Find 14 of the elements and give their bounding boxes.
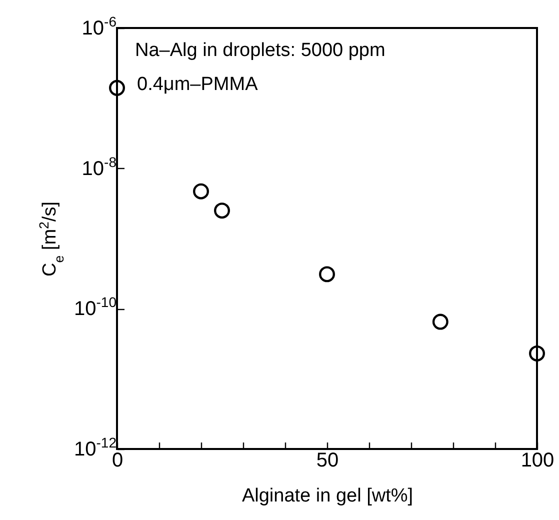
point — [432, 314, 448, 330]
point — [319, 266, 335, 282]
x-tick-label: 50 — [316, 450, 339, 472]
annotation: Na–Alg in droplets: 5000 ppm — [135, 40, 386, 61]
point — [529, 345, 545, 362]
x-axis-title: Alginate in gel [wt%] — [242, 486, 414, 506]
y-tick-label: 10$^{-6}$ — [82, 14, 117, 40]
x-tick-label: 100 — [520, 450, 554, 472]
annotation: 0.4μm–PMMA — [137, 74, 258, 95]
y-tick-label: 10$^{-10}$ — [74, 294, 117, 320]
y-tick-label: 10$^{-8}$ — [82, 154, 117, 180]
point — [193, 183, 209, 200]
point — [214, 202, 230, 219]
point — [109, 80, 125, 96]
